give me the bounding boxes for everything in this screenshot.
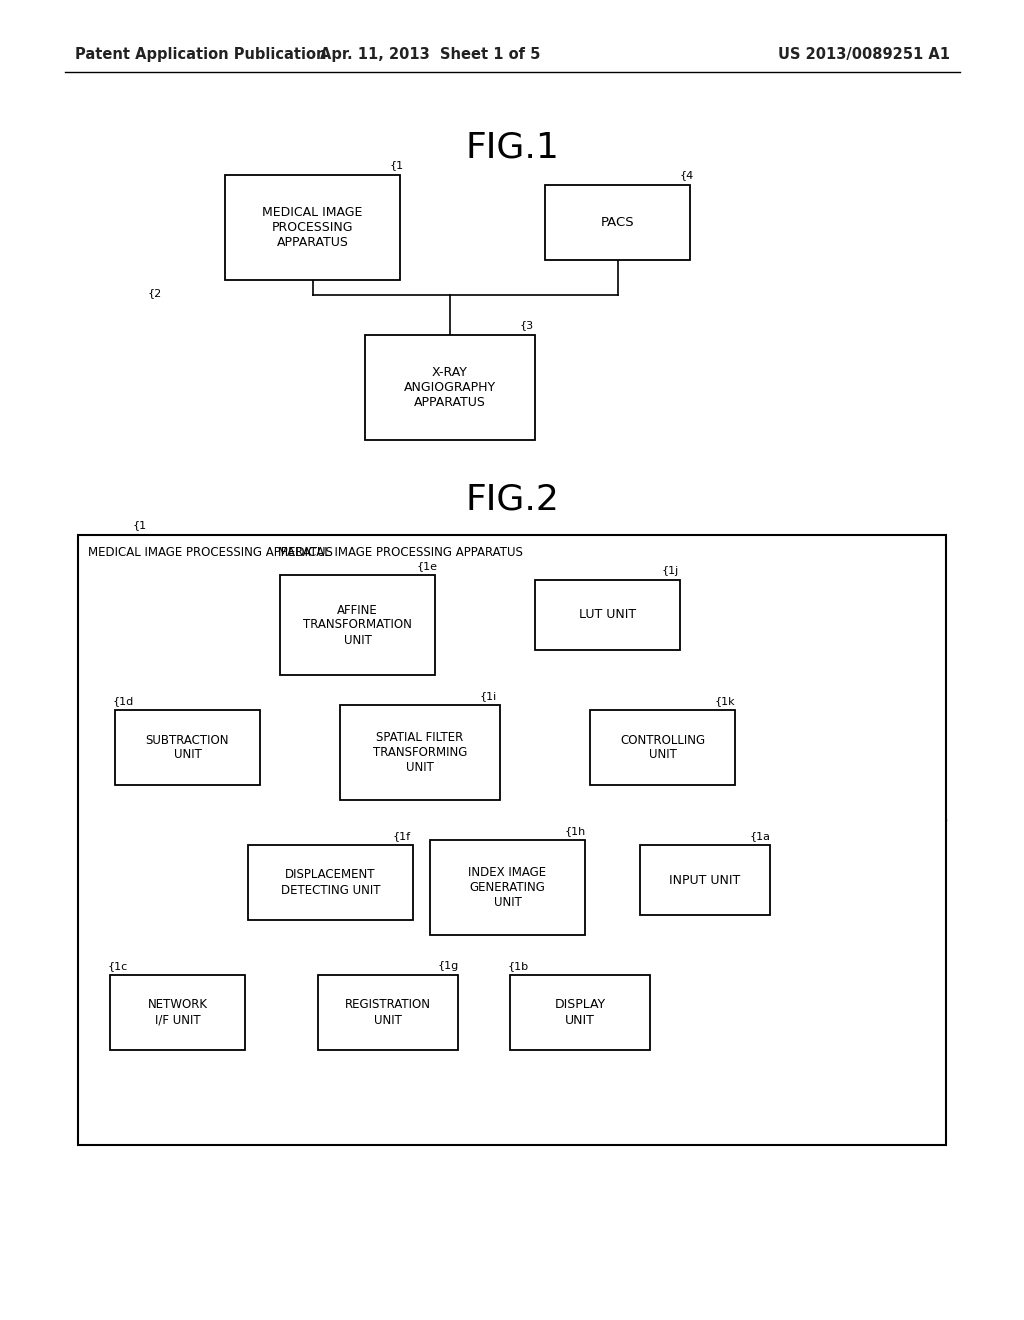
- Bar: [225, 176, 400, 280]
- Bar: [590, 710, 735, 785]
- Text: {1b: {1b: [508, 961, 529, 972]
- Text: MEDICAL IMAGE
PROCESSING
APPARATUS: MEDICAL IMAGE PROCESSING APPARATUS: [262, 206, 362, 249]
- Text: MEDICAL IMAGE PROCESSING APPARATUS: MEDICAL IMAGE PROCESSING APPARATUS: [278, 546, 523, 560]
- Text: CONTROLLING
UNIT: CONTROLLING UNIT: [620, 734, 706, 762]
- Text: FIG.2: FIG.2: [465, 483, 559, 517]
- Text: FIG.1: FIG.1: [465, 131, 559, 165]
- Text: {1: {1: [390, 160, 404, 170]
- Text: {1c: {1c: [108, 961, 128, 972]
- Text: PACS: PACS: [601, 216, 634, 228]
- Text: X-RAY
ANGIOGRAPHY
APPARATUS: X-RAY ANGIOGRAPHY APPARATUS: [403, 366, 496, 409]
- Text: REGISTRATION
UNIT: REGISTRATION UNIT: [345, 998, 431, 1027]
- Bar: [365, 335, 535, 440]
- Bar: [640, 845, 770, 915]
- Text: {1e: {1e: [417, 561, 438, 572]
- Text: INPUT UNIT: INPUT UNIT: [670, 874, 740, 887]
- Bar: [510, 975, 650, 1049]
- Text: Apr. 11, 2013  Sheet 1 of 5: Apr. 11, 2013 Sheet 1 of 5: [319, 48, 541, 62]
- Bar: [115, 710, 260, 785]
- Text: LUT UNIT: LUT UNIT: [579, 609, 636, 622]
- Bar: [78, 535, 946, 1144]
- Text: {2: {2: [148, 288, 162, 298]
- Text: {1a: {1a: [750, 832, 771, 841]
- Bar: [248, 845, 413, 920]
- Bar: [280, 576, 435, 675]
- Text: {3: {3: [520, 319, 535, 330]
- Text: INDEX IMAGE
GENERATING
UNIT: INDEX IMAGE GENERATING UNIT: [468, 866, 547, 909]
- Bar: [110, 975, 245, 1049]
- Bar: [340, 705, 500, 800]
- Bar: [545, 185, 690, 260]
- Text: {1: {1: [133, 520, 147, 531]
- Bar: [430, 840, 585, 935]
- Text: {1d: {1d: [113, 696, 134, 706]
- Text: {1k: {1k: [715, 696, 735, 706]
- Text: DISPLACEMENT
DETECTING UNIT: DISPLACEMENT DETECTING UNIT: [281, 869, 380, 896]
- Text: Patent Application Publication: Patent Application Publication: [75, 48, 327, 62]
- Text: MEDICAL IMAGE PROCESSING APPARATUS: MEDICAL IMAGE PROCESSING APPARATUS: [88, 546, 333, 560]
- Text: DISPLAY
UNIT: DISPLAY UNIT: [554, 998, 605, 1027]
- Text: {1h: {1h: [565, 826, 587, 836]
- Text: {1i: {1i: [480, 690, 498, 701]
- Text: US 2013/0089251 A1: US 2013/0089251 A1: [778, 48, 950, 62]
- Bar: [535, 579, 680, 649]
- Text: AFFINE
TRANSFORMATION
UNIT: AFFINE TRANSFORMATION UNIT: [303, 603, 412, 647]
- Bar: [318, 975, 458, 1049]
- Text: {1j: {1j: [662, 566, 679, 576]
- Text: SUBTRACTION
UNIT: SUBTRACTION UNIT: [145, 734, 229, 762]
- Text: NETWORK
I/F UNIT: NETWORK I/F UNIT: [147, 998, 208, 1027]
- Text: {4: {4: [680, 170, 694, 180]
- Text: SPATIAL FILTER
TRANSFORMING
UNIT: SPATIAL FILTER TRANSFORMING UNIT: [373, 731, 467, 774]
- Text: {1f: {1f: [393, 832, 411, 841]
- Text: {1g: {1g: [438, 961, 459, 972]
